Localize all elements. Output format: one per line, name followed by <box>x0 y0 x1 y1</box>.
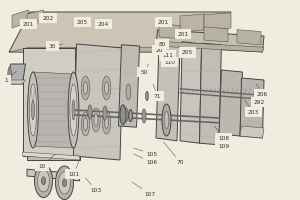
Ellipse shape <box>146 91 148 101</box>
Polygon shape <box>9 47 231 52</box>
Polygon shape <box>219 70 242 136</box>
Polygon shape <box>156 30 264 52</box>
Polygon shape <box>22 48 75 156</box>
Text: 292: 292 <box>254 92 265 104</box>
Text: 205: 205 <box>178 46 193 55</box>
Text: 111: 111 <box>162 49 173 58</box>
Text: 201: 201 <box>158 20 169 24</box>
Ellipse shape <box>126 84 131 100</box>
Polygon shape <box>9 12 231 52</box>
Text: 106: 106 <box>134 154 157 164</box>
Text: 80: 80 <box>158 40 166 46</box>
Text: 30: 30 <box>49 44 63 48</box>
Polygon shape <box>159 24 180 39</box>
Ellipse shape <box>124 108 128 122</box>
Polygon shape <box>180 42 202 143</box>
Ellipse shape <box>72 100 75 120</box>
Text: 107: 107 <box>132 182 156 196</box>
Text: 201: 201 <box>177 31 189 36</box>
Polygon shape <box>27 52 80 160</box>
Text: 10: 10 <box>38 154 56 168</box>
Text: 103: 103 <box>85 178 102 192</box>
Polygon shape <box>240 126 264 138</box>
Ellipse shape <box>68 72 79 148</box>
Text: 201: 201 <box>23 21 39 26</box>
Polygon shape <box>200 43 221 145</box>
Ellipse shape <box>88 105 92 119</box>
Text: 202: 202 <box>42 16 56 21</box>
Polygon shape <box>240 78 264 138</box>
Polygon shape <box>204 27 228 42</box>
Ellipse shape <box>41 177 46 185</box>
Polygon shape <box>12 10 28 28</box>
Ellipse shape <box>164 111 169 129</box>
Text: 105: 105 <box>134 148 157 156</box>
Text: 1: 1 <box>4 71 16 82</box>
Ellipse shape <box>102 110 111 134</box>
Ellipse shape <box>8 67 11 81</box>
Polygon shape <box>180 14 204 32</box>
Polygon shape <box>27 10 44 24</box>
Ellipse shape <box>103 106 107 120</box>
Ellipse shape <box>70 84 77 136</box>
Polygon shape <box>8 80 26 84</box>
Ellipse shape <box>94 114 98 126</box>
Ellipse shape <box>28 72 38 148</box>
Ellipse shape <box>162 104 171 136</box>
Polygon shape <box>27 169 80 181</box>
Polygon shape <box>237 30 261 45</box>
Ellipse shape <box>129 110 132 122</box>
Text: 204: 204 <box>98 21 109 26</box>
Ellipse shape <box>32 100 34 120</box>
Polygon shape <box>156 43 180 141</box>
Text: 71: 71 <box>153 84 161 98</box>
Ellipse shape <box>56 166 74 200</box>
Text: 50: 50 <box>140 64 148 74</box>
Ellipse shape <box>81 76 90 100</box>
Polygon shape <box>156 41 264 52</box>
Ellipse shape <box>104 82 109 94</box>
Ellipse shape <box>81 112 90 136</box>
Polygon shape <box>8 64 26 84</box>
Ellipse shape <box>38 170 50 192</box>
Text: 206: 206 <box>256 84 268 97</box>
Ellipse shape <box>62 179 67 187</box>
Text: 109: 109 <box>214 134 229 148</box>
Ellipse shape <box>142 109 146 123</box>
Ellipse shape <box>83 82 88 94</box>
Text: 20: 20 <box>155 45 163 52</box>
Polygon shape <box>33 72 74 148</box>
Polygon shape <box>74 44 123 160</box>
Text: 101: 101 <box>68 160 80 176</box>
Ellipse shape <box>102 76 111 100</box>
Ellipse shape <box>34 164 52 198</box>
Ellipse shape <box>120 105 126 125</box>
Polygon shape <box>204 13 231 30</box>
Ellipse shape <box>29 84 37 136</box>
Text: 203: 203 <box>244 100 259 114</box>
Ellipse shape <box>104 116 109 128</box>
Text: 205: 205 <box>77 20 88 24</box>
Ellipse shape <box>83 118 88 130</box>
Ellipse shape <box>58 172 70 194</box>
Text: 70: 70 <box>164 142 184 164</box>
Text: 110: 110 <box>164 55 175 64</box>
Polygon shape <box>118 45 140 127</box>
Text: 108: 108 <box>214 126 229 140</box>
Ellipse shape <box>92 108 100 132</box>
Polygon shape <box>22 152 80 160</box>
